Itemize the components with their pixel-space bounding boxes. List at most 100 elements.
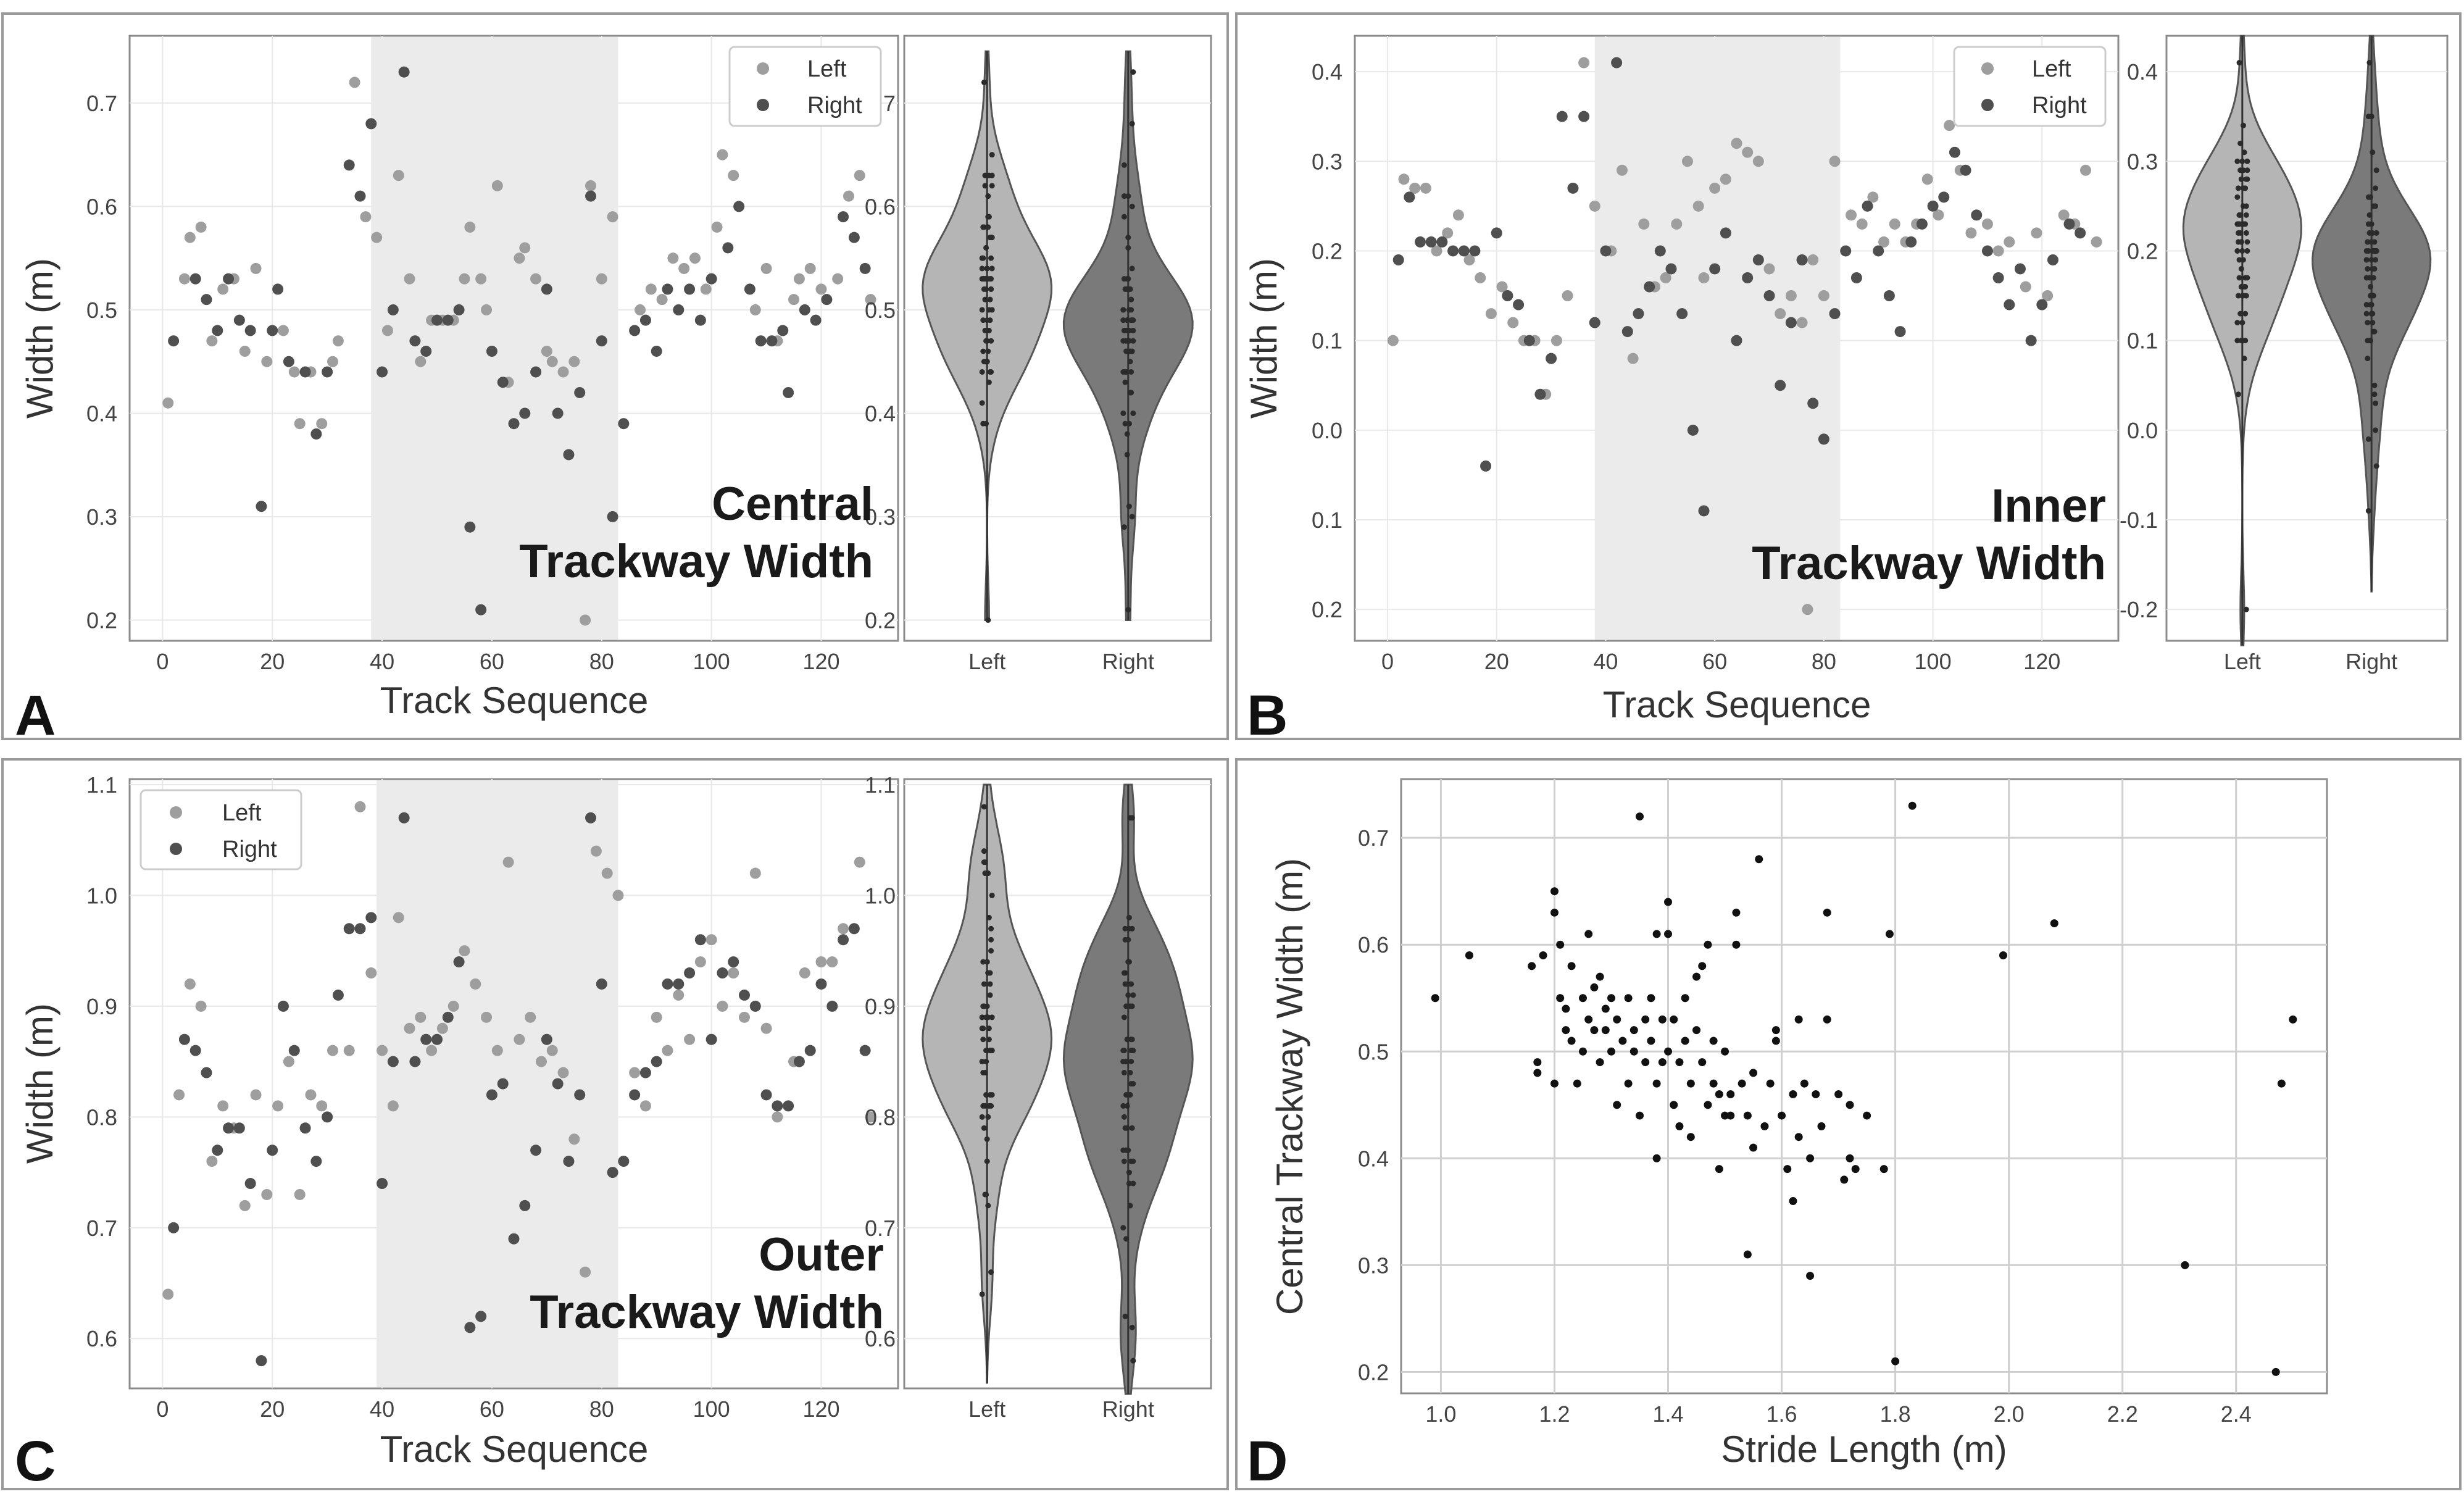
violin-left-point bbox=[2242, 284, 2249, 290]
left-point bbox=[546, 356, 558, 367]
violin-right-point bbox=[1129, 1003, 1135, 1009]
right-point bbox=[1742, 272, 1754, 283]
scatter-point bbox=[1806, 1272, 1815, 1280]
violin-left-point bbox=[2238, 284, 2244, 290]
right-point bbox=[1633, 308, 1644, 320]
right-point bbox=[322, 366, 333, 378]
violin-right-point bbox=[1126, 1169, 1132, 1175]
y-tick-label: 0.3 bbox=[86, 504, 117, 530]
violin-left-point bbox=[981, 79, 987, 85]
right-point bbox=[497, 1078, 509, 1090]
right-point bbox=[267, 325, 278, 336]
right-point bbox=[1807, 398, 1819, 409]
y-axis-label: Width (m) bbox=[19, 258, 60, 419]
violin-left-point bbox=[2234, 158, 2241, 164]
left-point bbox=[250, 262, 262, 274]
y-tick-label: 0.2 bbox=[1312, 238, 1342, 264]
y-tick-label: 0.3 bbox=[1358, 1253, 1389, 1278]
x-tick-label: 2.2 bbox=[2107, 1401, 2138, 1427]
violin-left-point bbox=[983, 1091, 989, 1098]
left-point bbox=[316, 1100, 328, 1112]
x-axis-label: Stride Length (m) bbox=[1721, 1429, 2007, 1470]
left-point bbox=[854, 170, 865, 181]
left-point bbox=[184, 232, 196, 243]
left-point bbox=[1660, 272, 1671, 283]
scatter-point bbox=[1664, 1047, 1673, 1056]
violin-right-point bbox=[1130, 327, 1136, 333]
violin-y-tick-label: 0.9 bbox=[865, 994, 896, 1019]
right-point bbox=[1578, 111, 1590, 122]
left-point bbox=[656, 294, 668, 306]
violin-left-point bbox=[979, 1014, 985, 1020]
violin-left-point bbox=[989, 892, 995, 898]
scatter-point bbox=[1823, 908, 1831, 917]
left-point bbox=[1463, 254, 1475, 265]
violin-left-point bbox=[989, 172, 995, 178]
left-point bbox=[502, 856, 514, 868]
right-point bbox=[530, 366, 542, 378]
x-tick-label: 0 bbox=[1381, 649, 1394, 674]
violin-y-tick-label: 1.0 bbox=[865, 883, 896, 908]
annotation-line-1: Outer bbox=[759, 1229, 884, 1281]
scatter-point bbox=[1732, 908, 1741, 917]
violin-right-point bbox=[1122, 379, 1128, 385]
right-point bbox=[244, 1178, 256, 1190]
right-point bbox=[717, 967, 728, 979]
right-point bbox=[223, 1122, 235, 1134]
violin-right-point bbox=[1121, 162, 1127, 168]
violin-left-point bbox=[982, 183, 988, 189]
right-point bbox=[431, 314, 443, 326]
left-point bbox=[1562, 290, 1573, 302]
right-point bbox=[821, 294, 833, 306]
y-tick-label: 0.2 bbox=[86, 607, 117, 633]
violin-right-point bbox=[2368, 302, 2375, 308]
right-point bbox=[574, 386, 586, 398]
violin-right-point bbox=[1123, 369, 1130, 375]
left-point bbox=[673, 989, 685, 1001]
violin-right-point bbox=[2366, 60, 2373, 66]
violin-left-point bbox=[983, 1191, 989, 1198]
left-point bbox=[162, 397, 174, 409]
right-point bbox=[1546, 353, 1557, 364]
left-point bbox=[447, 1000, 459, 1012]
right-point bbox=[354, 190, 366, 202]
left-point bbox=[239, 345, 251, 357]
left-point bbox=[381, 325, 393, 336]
right-point bbox=[486, 1089, 497, 1101]
left-point bbox=[1627, 353, 1639, 364]
violin-right-point bbox=[2371, 265, 2378, 272]
left-point bbox=[865, 1111, 876, 1123]
panel-label-b: B bbox=[1247, 684, 1288, 747]
right-point bbox=[1873, 245, 1884, 257]
right-point bbox=[1840, 245, 1852, 257]
left-point bbox=[546, 1045, 558, 1056]
right-point bbox=[760, 1089, 772, 1101]
violin-left-point bbox=[982, 1070, 988, 1076]
violin-right-point bbox=[2365, 239, 2371, 245]
legend-left-label: Left bbox=[222, 800, 262, 826]
scatter-point bbox=[1596, 1058, 1604, 1067]
left-point bbox=[464, 221, 476, 233]
violin-y-tick-label: 0.4 bbox=[865, 401, 896, 426]
right-point bbox=[168, 335, 180, 347]
right-point bbox=[772, 1100, 783, 1112]
right-point bbox=[453, 304, 465, 315]
right-point bbox=[2063, 218, 2075, 230]
right-point bbox=[810, 314, 822, 326]
left-point bbox=[393, 912, 404, 924]
panel-b-shaded-region bbox=[1594, 37, 1841, 640]
left-point bbox=[568, 1133, 580, 1145]
left-point bbox=[667, 252, 679, 264]
violin-right-point bbox=[1120, 410, 1126, 416]
right-point bbox=[475, 604, 487, 615]
left-point bbox=[481, 1011, 493, 1023]
right-point bbox=[618, 418, 630, 430]
scatter-point bbox=[1794, 1015, 1803, 1024]
left-point bbox=[832, 273, 844, 285]
left-point bbox=[772, 1111, 783, 1123]
violin-left-point bbox=[981, 224, 987, 230]
violin-left-point bbox=[989, 1014, 995, 1020]
left-point bbox=[1409, 182, 1421, 194]
right-point bbox=[398, 66, 410, 78]
violin-right-point bbox=[1126, 925, 1132, 932]
